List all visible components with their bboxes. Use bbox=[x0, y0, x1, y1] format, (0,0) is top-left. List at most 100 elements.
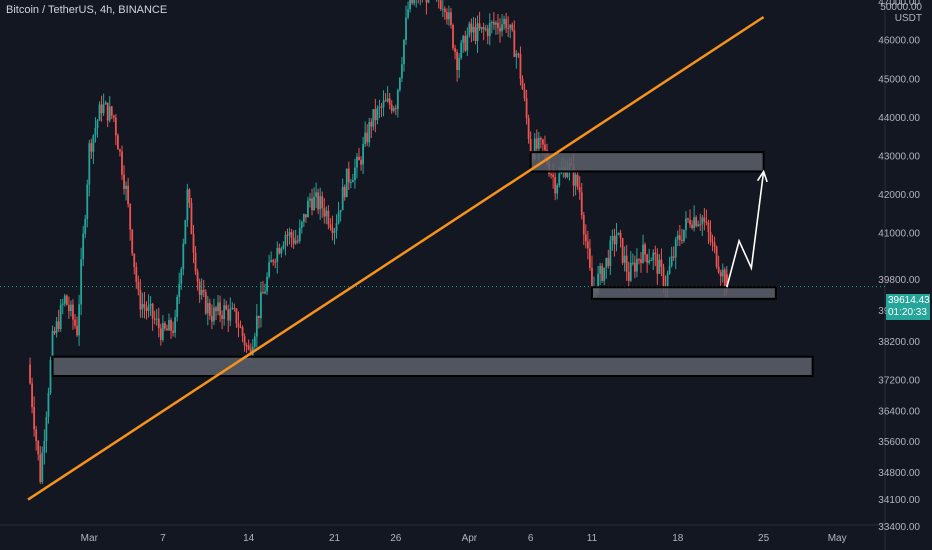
candle-body bbox=[666, 273, 669, 289]
candle-body bbox=[554, 176, 557, 194]
candle-body bbox=[544, 144, 546, 151]
candle-body bbox=[133, 253, 136, 267]
candle-body bbox=[219, 302, 221, 316]
candle-body bbox=[636, 259, 638, 272]
candle-body bbox=[112, 115, 115, 118]
candle-body bbox=[288, 232, 291, 236]
candle-body bbox=[137, 282, 140, 291]
candle-body bbox=[323, 208, 326, 217]
candle-body bbox=[513, 30, 516, 57]
candle-body bbox=[719, 272, 722, 277]
candle-body bbox=[394, 108, 397, 110]
candle-body bbox=[443, 8, 446, 13]
candle-body bbox=[488, 22, 491, 37]
candle-body bbox=[601, 265, 604, 281]
candle-body bbox=[225, 305, 228, 310]
candle-body bbox=[388, 98, 391, 105]
y-tick-label: 46000.00 bbox=[878, 36, 920, 47]
support-resistance-zone-1 bbox=[51, 355, 814, 378]
candle-body bbox=[517, 53, 520, 55]
candle-body bbox=[49, 360, 52, 393]
candle-body bbox=[609, 240, 612, 266]
candle-body bbox=[55, 321, 58, 334]
candle-body bbox=[76, 325, 78, 336]
candle-body bbox=[200, 289, 203, 296]
candle-body bbox=[145, 307, 148, 311]
candle-body bbox=[213, 307, 215, 322]
candle-body bbox=[304, 214, 307, 218]
candle-body bbox=[652, 252, 655, 261]
candle-body bbox=[298, 227, 301, 241]
candle-body bbox=[121, 151, 123, 175]
candle-body bbox=[221, 315, 224, 320]
candle-body bbox=[701, 217, 704, 225]
candle-body bbox=[658, 259, 661, 274]
candle-body bbox=[603, 267, 606, 281]
candle-body bbox=[114, 117, 117, 136]
candle-body bbox=[349, 182, 352, 184]
candle-body bbox=[329, 224, 332, 228]
candle-body bbox=[470, 23, 473, 33]
candle-body bbox=[386, 98, 389, 102]
x-tick-label: Mar bbox=[81, 533, 99, 544]
candle-body bbox=[713, 242, 716, 247]
candle-body bbox=[707, 222, 710, 232]
y-tick-label: 43000.00 bbox=[878, 152, 920, 163]
candle-body bbox=[382, 100, 385, 108]
candle-body bbox=[356, 156, 358, 168]
candle-body bbox=[176, 296, 179, 318]
y-tick-label: 34800.00 bbox=[878, 468, 920, 479]
last-price-value: 39614.43 bbox=[888, 295, 930, 306]
x-tick-label: Apr bbox=[462, 533, 478, 544]
candle-body bbox=[505, 18, 508, 28]
candle-body bbox=[166, 328, 168, 331]
candle-body bbox=[47, 392, 50, 417]
x-tick-label: 21 bbox=[329, 533, 341, 544]
candle-body bbox=[239, 327, 242, 329]
candle-body bbox=[405, 17, 407, 40]
candle-body bbox=[617, 232, 620, 235]
candle-body bbox=[623, 255, 626, 263]
candle-body bbox=[519, 54, 522, 79]
candle-body bbox=[589, 248, 591, 268]
candle-body bbox=[582, 215, 585, 235]
candle-body bbox=[648, 260, 651, 263]
candle-body bbox=[335, 223, 338, 231]
candle-body bbox=[41, 452, 44, 483]
candle-body bbox=[368, 122, 371, 143]
candle-body bbox=[307, 200, 309, 218]
candle-body bbox=[237, 323, 240, 328]
candle-body bbox=[584, 234, 587, 242]
candle-body bbox=[186, 189, 189, 221]
candle-body bbox=[31, 383, 33, 408]
candle-body bbox=[211, 315, 213, 322]
candle-body bbox=[80, 259, 83, 305]
candle-body bbox=[413, 0, 416, 4]
candle-body bbox=[486, 28, 489, 37]
candle-body bbox=[605, 257, 608, 268]
candle-body bbox=[339, 210, 342, 213]
candle-body bbox=[580, 192, 583, 216]
candle-body bbox=[92, 135, 95, 152]
candle-body bbox=[35, 429, 38, 441]
candle-body bbox=[313, 196, 315, 211]
candle-body bbox=[717, 266, 720, 273]
candle-body bbox=[247, 345, 250, 350]
candle-body bbox=[198, 281, 201, 296]
candle-body bbox=[206, 303, 209, 314]
price-axis-header: 50000.00 USDT bbox=[880, 2, 922, 24]
candle-body bbox=[351, 180, 354, 183]
candle-body bbox=[482, 27, 485, 30]
candle-body bbox=[143, 303, 146, 308]
candle-body bbox=[697, 224, 700, 227]
candle-body bbox=[705, 221, 708, 223]
candle-body bbox=[452, 24, 454, 49]
candle-body bbox=[378, 106, 381, 109]
candle-body bbox=[619, 232, 622, 239]
candle-body bbox=[515, 53, 518, 57]
candle-body bbox=[192, 233, 195, 253]
candle-body bbox=[495, 22, 497, 25]
candle-body bbox=[327, 210, 330, 225]
candle-body bbox=[390, 104, 393, 111]
